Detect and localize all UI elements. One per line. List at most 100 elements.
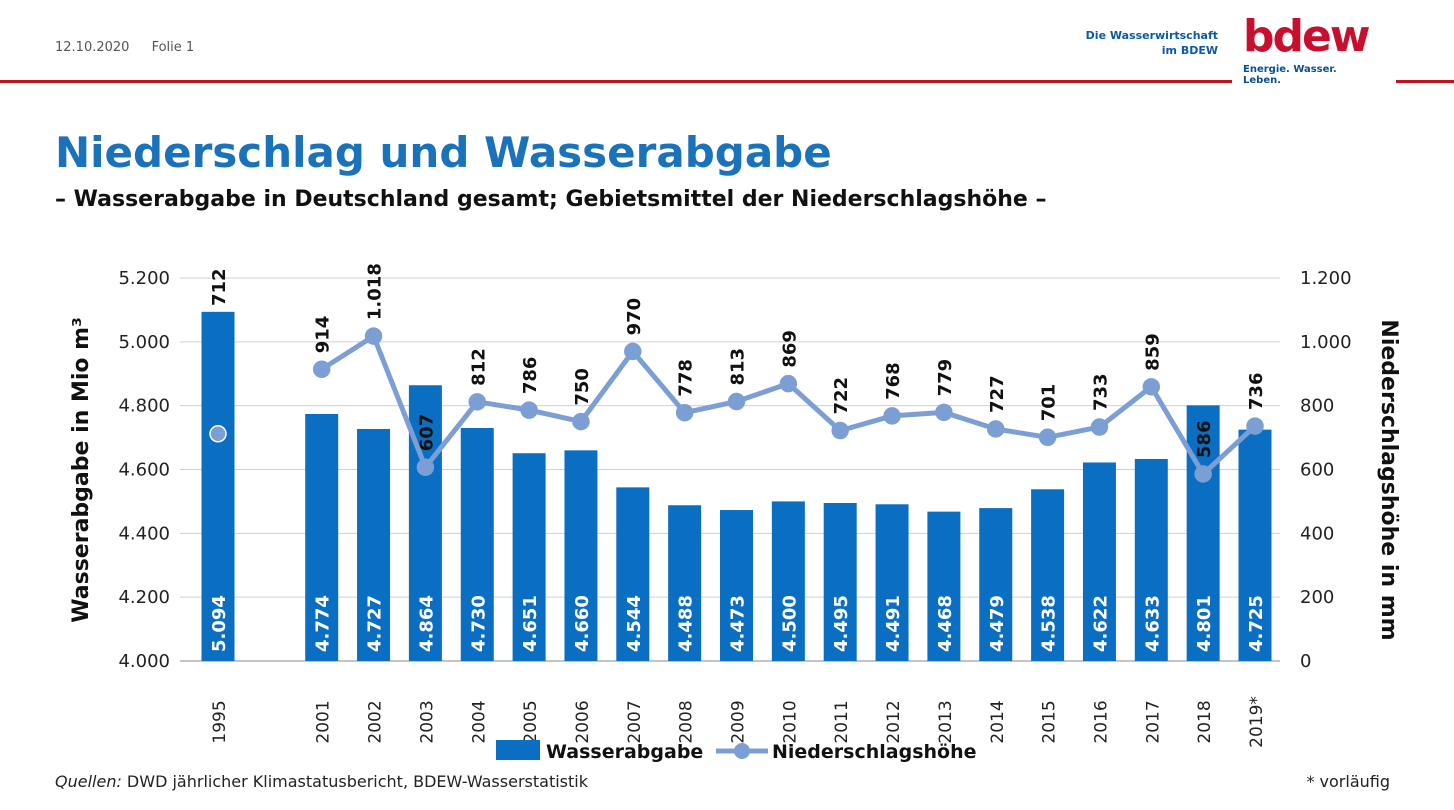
left-tick-label: 4.200 bbox=[118, 587, 170, 608]
line-point bbox=[1090, 418, 1109, 436]
bar-value-label: 4.538 bbox=[1039, 595, 1060, 652]
line-value-label: 586 bbox=[1194, 420, 1215, 458]
line-value-label: 736 bbox=[1246, 373, 1267, 411]
line-value-label: 1.018 bbox=[365, 263, 386, 320]
bar-value-label: 4.544 bbox=[624, 595, 645, 652]
bar-value-label: 4.500 bbox=[779, 595, 800, 652]
bar-value-label: 4.488 bbox=[676, 595, 697, 652]
x-tick-label: 2003 bbox=[417, 700, 437, 743]
bar bbox=[460, 428, 494, 661]
slide-meta: 12.10.2020 Folie 1 bbox=[55, 40, 212, 55]
legend-marker-line bbox=[734, 743, 750, 759]
bar-value-label: 4.622 bbox=[1090, 595, 1111, 652]
line-value-label: 786 bbox=[520, 357, 541, 395]
bar bbox=[357, 428, 391, 661]
line-point bbox=[572, 412, 590, 431]
bar-series: 5.094 4.774 4.727 4.864 4.730 4.651 4.660 4.544… bbox=[201, 311, 1272, 661]
line-value-label: 701 bbox=[1039, 384, 1060, 422]
right-tick-label: 200 bbox=[1300, 587, 1334, 608]
bar bbox=[201, 311, 235, 661]
bar bbox=[875, 504, 909, 661]
bdew-logo: bdew Energie. Wasser. Leben. bbox=[1243, 11, 1373, 87]
source-text: DWD jährlicher Klimastatusbericht, BDEW-… bbox=[121, 772, 588, 791]
bar bbox=[616, 487, 650, 661]
bar bbox=[1134, 458, 1168, 661]
bar-value-label: 4.479 bbox=[987, 595, 1008, 652]
line-point bbox=[520, 401, 538, 419]
bar bbox=[408, 385, 442, 661]
line-point bbox=[624, 342, 642, 361]
bar-value-label: 4.495 bbox=[831, 595, 852, 652]
left-tick-label: 4.000 bbox=[118, 651, 170, 672]
chart-legend: Wasserabgabe Niederschlagshöhe bbox=[496, 740, 977, 763]
bar-value-label: 4.727 bbox=[365, 595, 386, 652]
right-axis-title: Niederschlagshöhe in mm bbox=[1376, 319, 1401, 640]
line-point bbox=[727, 392, 746, 411]
bar bbox=[305, 413, 339, 661]
line-point bbox=[312, 360, 331, 379]
x-tick-label: 2017 bbox=[1143, 700, 1163, 743]
bar-value-label: 4.491 bbox=[883, 595, 904, 652]
line-value-label: 768 bbox=[883, 362, 904, 400]
bar bbox=[1031, 489, 1065, 661]
bar-value-label: 4.651 bbox=[520, 595, 541, 652]
left-tick-label: 4.800 bbox=[118, 396, 170, 417]
bar-value-label: 4.774 bbox=[313, 595, 334, 652]
line-point bbox=[416, 458, 435, 477]
bar bbox=[564, 450, 598, 661]
header-rule-right bbox=[1396, 80, 1454, 83]
line-value-label: 859 bbox=[1142, 333, 1163, 371]
legend-swatch-bars bbox=[496, 740, 540, 760]
x-tick-label: 2001 bbox=[314, 700, 334, 743]
right-tick-label: 0 bbox=[1300, 651, 1311, 672]
line-value-label: 727 bbox=[987, 375, 1008, 413]
bar-value-label: 5.094 bbox=[209, 595, 230, 652]
right-tick-label: 400 bbox=[1300, 523, 1334, 544]
x-tick-label: 2019* bbox=[1247, 696, 1267, 748]
line-point bbox=[675, 403, 694, 422]
line-point bbox=[831, 421, 849, 440]
line-value-label: 722 bbox=[831, 377, 852, 415]
bar-value-label: 4.473 bbox=[728, 595, 749, 652]
right-tick-label: 1.200 bbox=[1300, 268, 1352, 289]
left-axis-title: Wasserabgabe in Mio m³ bbox=[69, 317, 94, 622]
x-tick-label: 2015 bbox=[1040, 700, 1060, 743]
chart-axes: 5.200 5.000 4.800 4.600 4.400 4.200 4.000 1.200… bbox=[69, 268, 1401, 748]
page-subtitle: – Wasserabgabe in Deutschland gesamt; Ge… bbox=[55, 187, 1047, 212]
bar-value-label: 4.660 bbox=[572, 595, 593, 652]
x-tick-label: 2009 bbox=[729, 700, 749, 743]
bar bbox=[927, 511, 961, 661]
x-tick-label: 2011 bbox=[832, 700, 852, 743]
bar bbox=[979, 508, 1013, 661]
line-value-label: 970 bbox=[624, 298, 645, 336]
bdew-logo-wordmark: bdew bbox=[1243, 11, 1370, 62]
left-tick-label: 5.200 bbox=[118, 268, 170, 289]
page-title: Niederschlag und Wasserabgabe bbox=[55, 128, 832, 177]
line-value-label: 813 bbox=[728, 348, 749, 386]
bar bbox=[823, 503, 857, 661]
line-value-label: 778 bbox=[676, 359, 697, 397]
line-point bbox=[987, 420, 1005, 438]
line-point bbox=[883, 407, 901, 425]
line-value-label: 733 bbox=[1090, 373, 1111, 411]
bar bbox=[668, 505, 702, 661]
bar bbox=[1186, 405, 1220, 661]
header-rule-left bbox=[0, 80, 1232, 83]
slide-date: 12.10.2020 bbox=[55, 40, 130, 55]
x-tick-label: 2014 bbox=[988, 700, 1008, 743]
bar bbox=[771, 501, 805, 661]
x-tick-label: 2013 bbox=[936, 700, 956, 743]
bar-value-label: 4.801 bbox=[1194, 595, 1215, 652]
line-value-label: 750 bbox=[572, 368, 593, 406]
line-point bbox=[1246, 417, 1264, 435]
line-point bbox=[1038, 428, 1057, 447]
bdew-slogan: Energie. Wasser. Leben. bbox=[1243, 64, 1337, 86]
line-point bbox=[1142, 378, 1161, 396]
bar-value-label: 4.730 bbox=[468, 595, 489, 652]
line-value-label: 607 bbox=[416, 414, 437, 452]
bar bbox=[1082, 462, 1116, 661]
x-tick-label: 2002 bbox=[366, 700, 386, 743]
line-point bbox=[468, 393, 486, 411]
source-label: Quellen: bbox=[55, 772, 122, 791]
